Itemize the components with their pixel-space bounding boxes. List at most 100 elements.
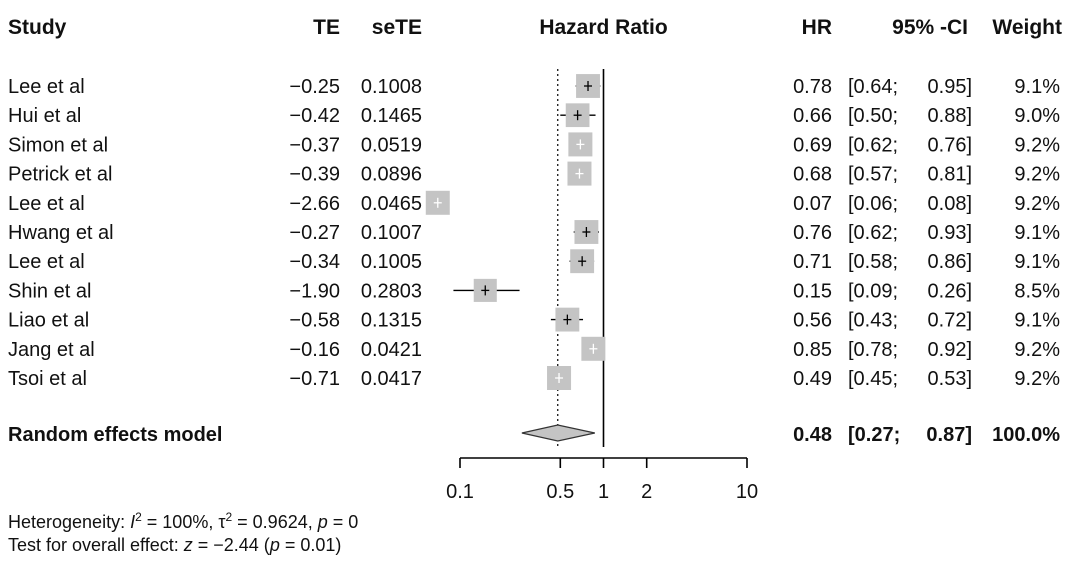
z-value: = −2.44 ( bbox=[192, 535, 270, 555]
study-row: Jang et al −0.16 0.0421 0.85 [0.78; 0.92] 9.2% bbox=[8, 336, 1060, 361]
study-row: Lee et al −0.34 0.1005 0.71 [0.58; 0.86] 9.1% bbox=[8, 249, 1060, 273]
header-te: TE bbox=[313, 16, 340, 39]
study-ci-upper: 0.95] bbox=[928, 76, 972, 98]
study-sete: 0.0465 bbox=[361, 193, 422, 215]
tau2-symbol: τ bbox=[218, 512, 226, 532]
summary-ci-upper: 0.87] bbox=[926, 424, 972, 446]
study-weight: 9.1% bbox=[1014, 251, 1060, 273]
study-weight: 8.5% bbox=[1014, 280, 1060, 302]
x-axis-tick-label: 0.5 bbox=[546, 481, 574, 503]
study-weight: 9.2% bbox=[1014, 339, 1060, 361]
p-symbol: p bbox=[317, 512, 328, 532]
study-ci-upper: 0.86] bbox=[928, 251, 972, 273]
study-hr: 0.68 bbox=[793, 164, 832, 186]
summary-weight: 100.0% bbox=[992, 424, 1060, 446]
study-weight: 9.0% bbox=[1014, 105, 1060, 127]
summary-diamond bbox=[521, 424, 595, 442]
study-hr: 0.66 bbox=[793, 105, 832, 127]
study-ci-upper: 0.53] bbox=[928, 368, 972, 390]
header-weight: Weight bbox=[992, 16, 1062, 39]
study-hr: 0.78 bbox=[793, 76, 832, 98]
forest-plot: Study TE seTE Hazard Ratio HR 95% -CI Weight L… bbox=[8, 16, 1062, 503]
study-name: Lee et al bbox=[8, 193, 85, 215]
z-symbol: z bbox=[183, 535, 193, 555]
study-hr: 0.07 bbox=[793, 193, 832, 215]
summary-hr: 0.48 bbox=[793, 424, 832, 446]
study-te: −0.34 bbox=[289, 251, 340, 273]
heterogeneity-label: Heterogeneity: bbox=[8, 512, 131, 532]
study-weight: 9.2% bbox=[1014, 193, 1060, 215]
header-ci: 95% -CI bbox=[892, 16, 968, 39]
study-ci-lower: [0.78; bbox=[848, 339, 898, 361]
x-axis-tick-label: 10 bbox=[736, 481, 758, 503]
study-ci-lower: [0.64; bbox=[848, 76, 898, 98]
study-ci-lower: [0.58; bbox=[848, 251, 898, 273]
study-name: Jang et al bbox=[8, 339, 95, 361]
study-name: Hui et al bbox=[8, 105, 81, 127]
study-row: Lee et al −2.66 0.0465 0.07 [0.06; 0.08] 9.2% bbox=[8, 190, 1060, 215]
study-name: Lee et al bbox=[8, 251, 85, 273]
study-hr: 0.69 bbox=[793, 134, 832, 156]
study-hr: 0.15 bbox=[793, 280, 832, 302]
study-row: Petrick et al −0.39 0.0896 0.68 [0.57; 0.81] 9… bbox=[8, 161, 1060, 186]
study-hr: 0.56 bbox=[793, 310, 832, 332]
study-ci-lower: [0.09; bbox=[848, 280, 898, 302]
study-ci-upper: 0.76] bbox=[928, 134, 972, 156]
study-weight: 9.2% bbox=[1014, 134, 1060, 156]
study-ci-upper: 0.88] bbox=[928, 105, 972, 127]
study-name: Shin et al bbox=[8, 280, 91, 302]
study-weight: 9.1% bbox=[1014, 76, 1060, 98]
study-sete: 0.2803 bbox=[361, 280, 422, 302]
p-value: = 0 bbox=[327, 512, 359, 532]
study-sete: 0.1315 bbox=[361, 310, 422, 332]
header-study: Study bbox=[8, 16, 67, 39]
study-ci-upper: 0.08] bbox=[928, 193, 972, 215]
header-sete: seTE bbox=[372, 16, 422, 39]
study-ci-lower: [0.06; bbox=[848, 193, 898, 215]
study-name: Liao et al bbox=[8, 310, 89, 332]
study-ci-lower: [0.62; bbox=[848, 134, 898, 156]
study-te: −0.37 bbox=[289, 134, 340, 156]
study-te: −0.25 bbox=[289, 76, 340, 98]
i2-value: = 100%, bbox=[141, 512, 219, 532]
summary-ci-lower: [0.27; bbox=[848, 424, 900, 446]
study-sete: 0.0519 bbox=[361, 134, 422, 156]
study-hr: 0.85 bbox=[793, 339, 832, 361]
study-hr: 0.76 bbox=[793, 222, 832, 244]
study-te: −1.90 bbox=[289, 280, 340, 302]
study-te: −0.58 bbox=[289, 310, 340, 332]
x-axis: 0.1 0.5 1 2 10 bbox=[446, 457, 758, 503]
x-axis-tick-label: 1 bbox=[598, 481, 609, 503]
header-hr: HR bbox=[802, 16, 832, 39]
study-te: −0.42 bbox=[289, 105, 340, 127]
summary-label: Random effects model bbox=[8, 424, 222, 446]
column-headers: Study TE seTE Hazard Ratio HR 95% -CI Weight bbox=[8, 16, 1062, 39]
i2-exponent: 2 bbox=[135, 510, 142, 524]
study-sete: 0.1007 bbox=[361, 222, 422, 244]
study-name: Tsoi et al bbox=[8, 368, 87, 390]
study-row: Liao et al −0.58 0.1315 0.56 [0.43; 0.72] 9.1% bbox=[8, 307, 1060, 332]
study-hr: 0.71 bbox=[793, 251, 832, 273]
study-row: Simon et al −0.37 0.0519 0.69 [0.62; 0.76] 9.2… bbox=[8, 132, 1060, 157]
study-sete: 0.0421 bbox=[361, 339, 422, 361]
study-sete: 0.1008 bbox=[361, 76, 422, 98]
study-sete: 0.0417 bbox=[361, 368, 422, 390]
study-row: Lee et al −0.25 0.1008 0.78 [0.64; 0.95] 9.1% bbox=[8, 74, 1060, 98]
study-te: −0.39 bbox=[289, 164, 340, 186]
overall-p-symbol: p bbox=[269, 535, 280, 555]
study-te: −0.27 bbox=[289, 222, 340, 244]
study-weight: 9.1% bbox=[1014, 222, 1060, 244]
overall-effect-test: Test for overall effect: z = −2.44 (p = … bbox=[8, 535, 341, 556]
study-name: Lee et al bbox=[8, 76, 85, 98]
study-sete: 0.1465 bbox=[361, 105, 422, 127]
tau2-exponent: 2 bbox=[225, 510, 233, 524]
study-te: −0.71 bbox=[289, 368, 340, 390]
study-ci-upper: 0.92] bbox=[928, 339, 972, 361]
study-ci-lower: [0.50; bbox=[848, 105, 898, 127]
x-axis-tick-label: 0.1 bbox=[446, 481, 474, 503]
study-te: −2.66 bbox=[289, 193, 340, 215]
study-ci-upper: 0.72] bbox=[928, 310, 972, 332]
study-row: Hwang et al −0.27 0.1007 0.76 [0.62; 0.93] 9.1… bbox=[8, 220, 1060, 244]
overall-p-value: = 0.01) bbox=[279, 535, 342, 555]
study-name: Hwang et al bbox=[8, 222, 114, 244]
